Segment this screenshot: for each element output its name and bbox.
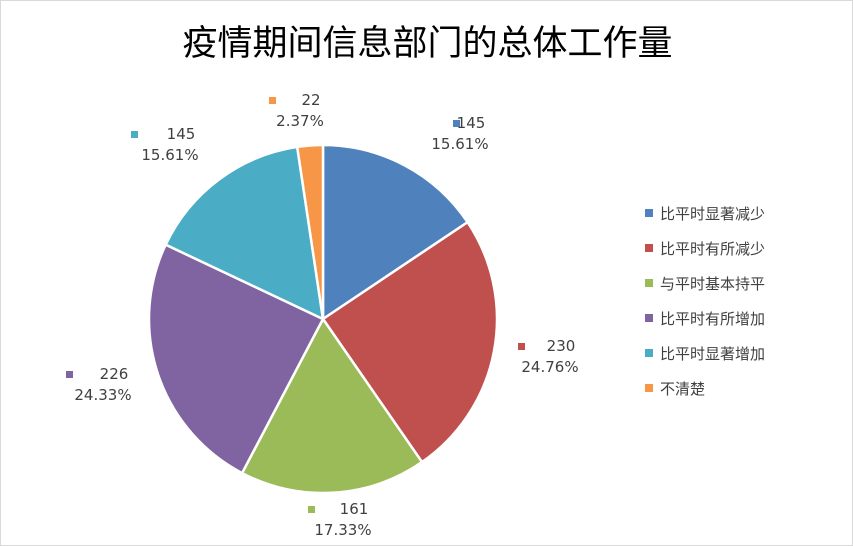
pie-slice	[321, 143, 470, 322]
data-label: 145 15.61%	[431, 114, 488, 153]
data-label-marker	[308, 506, 315, 513]
data-label-value: 226	[100, 365, 129, 383]
legend-item: 比平时有所增加	[645, 310, 765, 328]
data-label-value: 22	[301, 91, 320, 109]
data-label: 22 2.37%	[269, 91, 324, 130]
data-label-marker	[518, 343, 525, 350]
data-label-percent: 17.33%	[314, 521, 371, 539]
data-labels: 14515.61%23024.76%16117.33%22624.33%1451…	[66, 91, 579, 539]
pie-slice	[147, 243, 325, 475]
legend-label: 比平时有所增加	[660, 310, 765, 328]
data-label-percent: 15.61%	[141, 146, 198, 164]
data-label: 161 17.33%	[308, 500, 372, 539]
legend-swatch	[645, 349, 653, 357]
data-label-value: 161	[340, 500, 369, 518]
data-label-percent: 24.76%	[521, 358, 578, 376]
legend-item: 比平时有所减少	[645, 240, 765, 258]
legend-label: 比平时显著增加	[660, 345, 765, 363]
legend-swatch	[645, 209, 653, 217]
legend-item: 比平时显著增加	[645, 345, 765, 363]
legend-label: 比平时有所减少	[660, 240, 765, 258]
legend-label: 比平时显著减少	[660, 205, 765, 223]
legend-swatch	[645, 314, 653, 322]
legend-item: 比平时显著减少	[645, 205, 765, 223]
data-label-marker	[131, 131, 138, 138]
pie-slice	[295, 143, 325, 320]
data-label-percent: 15.61%	[431, 135, 488, 153]
legend-label: 与平时基本持平	[660, 275, 765, 293]
legend-item: 与平时基本持平	[645, 275, 765, 293]
legend-swatch	[645, 244, 653, 252]
data-label-percent: 2.37%	[276, 112, 324, 130]
legend-label: 不清楚	[660, 380, 705, 398]
legend-item: 不清楚	[645, 380, 705, 398]
data-label-marker	[453, 120, 460, 127]
data-label-marker	[66, 371, 73, 378]
chart-title: 疫情期间信息部门的总体工作量	[182, 24, 673, 64]
data-label-value: 145	[167, 125, 196, 143]
pie-slice	[321, 220, 499, 464]
data-label-marker	[269, 97, 276, 104]
pie-slice	[164, 145, 325, 322]
legend-swatch	[645, 279, 653, 287]
data-label: 230 24.76%	[518, 337, 579, 376]
pie-slices	[147, 143, 499, 495]
data-label: 145 15.61%	[131, 125, 199, 164]
legend-swatch	[645, 384, 653, 392]
pie-slice	[240, 316, 424, 495]
data-label-percent: 24.33%	[74, 386, 131, 404]
data-label-value: 145	[457, 114, 486, 132]
data-label: 226 24.33%	[66, 365, 132, 404]
data-label-value: 230	[547, 337, 576, 355]
